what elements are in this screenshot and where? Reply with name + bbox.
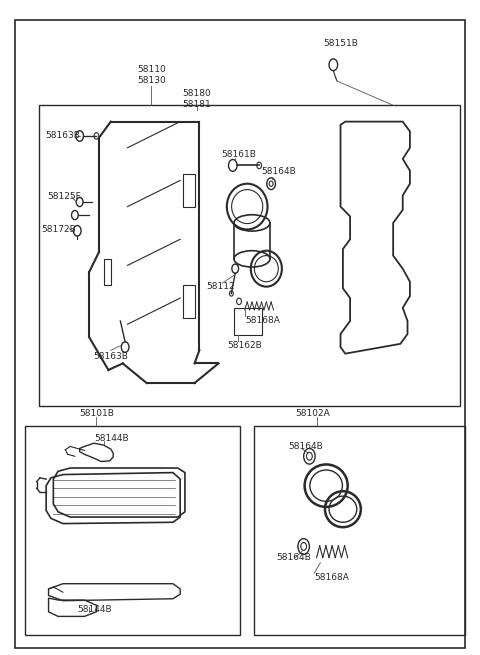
Text: 58168A: 58168A [245, 316, 280, 326]
Text: 58168A: 58168A [314, 572, 349, 582]
Bar [24, 426, 240, 635]
Text: 58101B: 58101B [80, 409, 115, 419]
Text: 58112: 58112 [206, 282, 235, 291]
Text: 58180: 58180 [182, 89, 211, 98]
Text: 58130: 58130 [137, 76, 166, 85]
Text: 58162B: 58162B [227, 341, 262, 350]
Text: 58163B: 58163B [93, 352, 128, 362]
Text: 58161B: 58161B [221, 150, 256, 159]
Bar [39, 105, 460, 406]
Text: 58164B: 58164B [288, 442, 323, 451]
Bar [254, 426, 465, 635]
Text: 58181: 58181 [182, 100, 211, 109]
Text: 58110: 58110 [137, 65, 166, 74]
Text: 58102A: 58102A [295, 409, 330, 419]
Bar [182, 285, 194, 318]
Text: 58125F: 58125F [48, 193, 81, 201]
Bar [104, 259, 111, 285]
Text: 58144B: 58144B [94, 434, 129, 443]
Bar [234, 308, 262, 335]
Text: 58144B: 58144B [77, 605, 112, 614]
Text: 58164B: 58164B [276, 553, 311, 562]
Text: 58163B: 58163B [45, 132, 80, 140]
Text: 58151B: 58151B [323, 39, 358, 48]
Text: 58172B: 58172B [41, 225, 76, 234]
Bar [182, 174, 194, 206]
Text: 58164B: 58164B [262, 168, 296, 176]
